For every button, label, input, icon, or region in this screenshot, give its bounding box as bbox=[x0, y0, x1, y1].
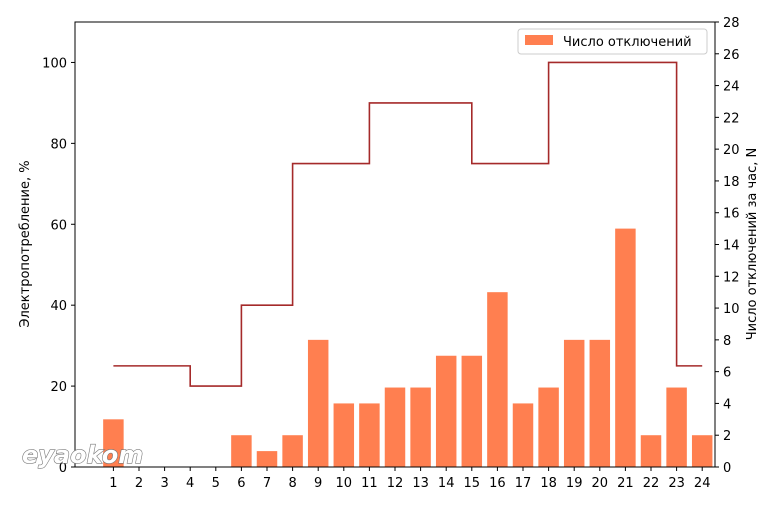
right-tick-label: 22 bbox=[723, 111, 740, 126]
x-tick-label: 6 bbox=[237, 476, 245, 491]
left-tick-label: 20 bbox=[50, 380, 67, 395]
bar bbox=[410, 387, 431, 467]
left-tick-label: 60 bbox=[50, 218, 67, 233]
x-tick-label: 24 bbox=[694, 476, 711, 491]
bar bbox=[231, 435, 252, 467]
bar bbox=[461, 355, 483, 467]
x-tick-label: 1 bbox=[109, 476, 117, 491]
bar bbox=[384, 387, 406, 467]
right-tick-label: 12 bbox=[723, 270, 740, 285]
x-tick-label: 12 bbox=[387, 476, 404, 491]
x-tick-label: 14 bbox=[438, 476, 455, 491]
plot-frame bbox=[74, 21, 716, 468]
bar bbox=[435, 355, 457, 467]
x-tick-label: 18 bbox=[540, 476, 557, 491]
left-tick-label: 80 bbox=[50, 137, 67, 152]
left-axis-ticks: 0 20 40 60 80 100 bbox=[42, 56, 75, 476]
legend: Число отключений bbox=[517, 28, 708, 55]
left-tick-label: 40 bbox=[50, 299, 67, 314]
x-tick-label: 19 bbox=[566, 476, 583, 491]
bar bbox=[666, 387, 687, 467]
x-tick-label: 7 bbox=[263, 476, 271, 491]
right-tick-label: 2 bbox=[723, 429, 731, 444]
x-tick-label: 2 bbox=[135, 476, 143, 491]
bar bbox=[487, 292, 508, 467]
right-tick-label: 14 bbox=[723, 239, 740, 254]
bar bbox=[640, 435, 662, 467]
bar bbox=[359, 403, 380, 467]
right-tick-label: 28 bbox=[723, 16, 740, 31]
x-tick-label: 3 bbox=[160, 476, 168, 491]
bar bbox=[512, 403, 534, 467]
x-tick-label: 15 bbox=[464, 476, 481, 491]
legend-swatch bbox=[525, 35, 553, 45]
right-tick-label: 10 bbox=[723, 302, 740, 317]
bar bbox=[256, 451, 278, 467]
x-tick-label: 17 bbox=[515, 476, 532, 491]
legend-box bbox=[517, 28, 708, 55]
x-tick-label: 8 bbox=[288, 476, 296, 491]
right-tick-label: 8 bbox=[723, 334, 731, 349]
left-tick-label: 100 bbox=[42, 56, 67, 71]
right-tick-label: 20 bbox=[723, 143, 740, 158]
x-tick-label: 23 bbox=[668, 476, 685, 491]
right-tick-label: 18 bbox=[723, 175, 740, 190]
x-tick-label: 21 bbox=[617, 476, 634, 491]
bar bbox=[691, 435, 713, 467]
x-tick-label: 5 bbox=[212, 476, 220, 491]
watermark-logo: eyaokom bbox=[22, 441, 143, 469]
left-axis-label: Электропотребление, % bbox=[18, 160, 33, 327]
x-tick-label: 10 bbox=[336, 476, 353, 491]
right-tick-label: 4 bbox=[723, 397, 731, 412]
x-tick-label: 16 bbox=[489, 476, 506, 491]
right-axis-label: Число отключений за час, N bbox=[745, 148, 760, 341]
right-tick-label: 16 bbox=[723, 207, 740, 222]
bar bbox=[282, 435, 303, 467]
x-tick-label: 22 bbox=[643, 476, 660, 491]
bar bbox=[538, 387, 559, 467]
bar-series bbox=[103, 228, 713, 467]
bar bbox=[307, 339, 329, 467]
bar bbox=[615, 228, 636, 467]
x-tick-label: 9 bbox=[314, 476, 322, 491]
left-tick-label: 0 bbox=[59, 461, 67, 476]
bar bbox=[333, 403, 355, 467]
bar bbox=[563, 339, 585, 467]
x-tick-label: 4 bbox=[186, 476, 194, 491]
right-tick-label: 24 bbox=[723, 80, 740, 95]
right-tick-label: 26 bbox=[723, 48, 740, 63]
x-tick-label: 13 bbox=[412, 476, 429, 491]
step-series bbox=[113, 61, 703, 387]
right-tick-label: 6 bbox=[723, 366, 731, 381]
x-tick-label: 11 bbox=[361, 476, 378, 491]
x-tick-label: 20 bbox=[592, 476, 609, 491]
x-axis-ticks: 1 2 3 4 5 6 7 8 9 10 11 12 13 14 15 16 17 18 19 20 21 22 23 24 bbox=[109, 467, 710, 491]
bar bbox=[589, 339, 611, 467]
right-tick-label: 0 bbox=[723, 461, 731, 476]
step-line bbox=[113, 61, 703, 387]
legend-label: Число отключений bbox=[563, 35, 692, 50]
bar bbox=[103, 419, 124, 467]
